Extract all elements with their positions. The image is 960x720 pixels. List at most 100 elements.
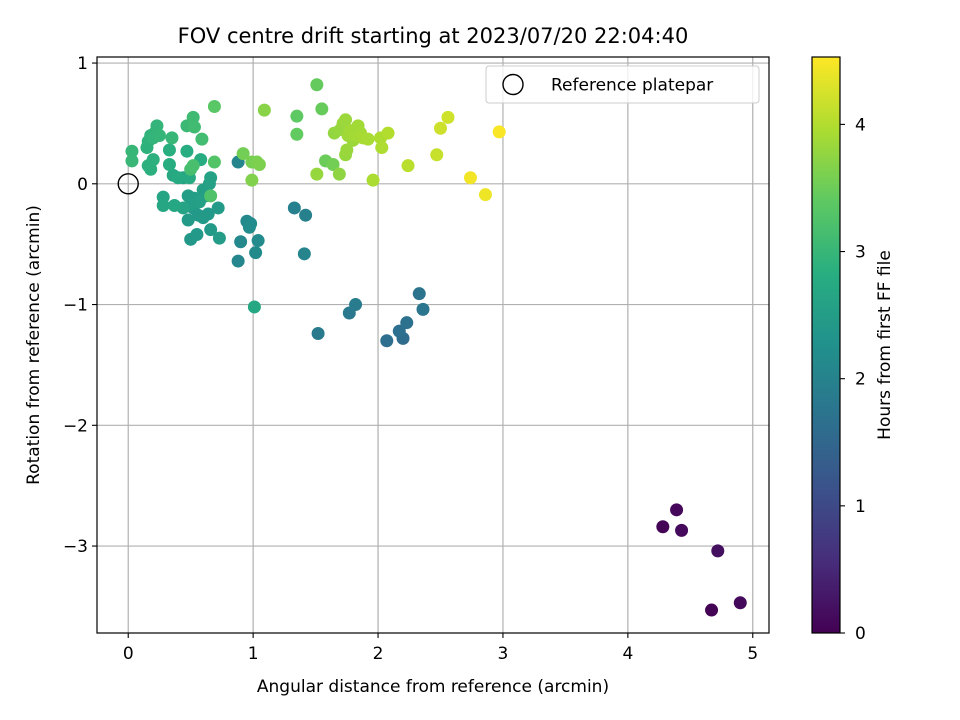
legend: Reference platepar — [485, 65, 760, 104]
plot-frame — [96, 56, 770, 634]
grid-lines — [97, 57, 769, 633]
data-point — [146, 153, 160, 167]
data-point — [192, 195, 206, 209]
data-point — [711, 544, 725, 558]
colorbar: 0 1 2 3 4 Hours from first FF file — [811, 56, 895, 644]
data-point — [430, 148, 444, 162]
data-point — [156, 199, 170, 213]
data-point — [381, 126, 395, 140]
colorbar-gradient — [811, 56, 841, 634]
y-tick-label: 0 — [77, 175, 88, 195]
y-axis-ticks: −3 −2 −1 0 1 — [63, 54, 97, 557]
data-point — [400, 316, 414, 330]
data-point — [478, 188, 492, 202]
data-point — [332, 167, 346, 181]
data-point — [705, 603, 719, 617]
data-point — [181, 213, 195, 227]
data-point — [675, 523, 689, 537]
data-point — [249, 246, 263, 260]
data-point — [187, 120, 201, 134]
data-point — [380, 334, 394, 348]
colorbar-tick-label: 3 — [855, 243, 866, 263]
data-point — [311, 327, 325, 341]
y-tick-label: 1 — [77, 54, 88, 74]
data-point — [186, 110, 200, 124]
reference-platepar-point — [117, 173, 139, 195]
legend-box — [485, 65, 760, 104]
data-point — [152, 128, 166, 142]
data-point — [186, 159, 200, 173]
y-tick-label: −1 — [63, 296, 88, 316]
colorbar-label: Hours from first FF file — [875, 250, 895, 440]
data-point — [340, 143, 354, 157]
colorbar-tick-label: 0 — [855, 624, 866, 644]
x-tick-label: 1 — [248, 644, 259, 664]
chart-title: FOV centre drift starting at 2023/07/20 … — [178, 24, 689, 48]
data-point — [326, 157, 340, 171]
scatter-points — [125, 78, 747, 617]
data-point — [257, 103, 271, 117]
colorbar-tick-label: 1 — [855, 497, 866, 517]
legend-entry-label: Reference platepar — [551, 76, 713, 96]
data-point — [412, 287, 426, 301]
data-point — [492, 125, 506, 139]
data-point — [463, 171, 477, 185]
x-axis-label: Angular distance from reference (arcmin) — [257, 677, 609, 697]
data-point — [366, 173, 380, 187]
data-point — [165, 131, 179, 145]
data-point — [290, 127, 304, 141]
data-point — [125, 144, 139, 158]
data-point — [196, 211, 210, 225]
data-point — [416, 302, 430, 316]
data-point — [236, 147, 250, 161]
colorbar-tick-label: 2 — [855, 370, 866, 390]
data-point — [162, 143, 176, 157]
data-point — [299, 208, 313, 222]
data-point — [252, 157, 266, 171]
data-point — [204, 189, 218, 203]
data-point — [251, 234, 265, 248]
y-tick-label: −3 — [63, 537, 88, 557]
data-point — [234, 235, 248, 249]
data-point — [212, 231, 226, 245]
x-tick-label: 5 — [747, 644, 758, 664]
x-axis-ticks: 0 1 2 3 4 5 — [123, 633, 758, 664]
data-point — [242, 220, 256, 234]
data-point — [245, 173, 259, 187]
data-point — [310, 78, 324, 92]
data-point — [361, 132, 375, 146]
colorbar-ticks: 0 1 2 3 4 — [840, 115, 866, 644]
data-point — [656, 520, 670, 534]
x-tick-label: 4 — [622, 644, 633, 664]
x-tick-label: 0 — [123, 644, 134, 664]
data-point — [207, 155, 221, 169]
data-point — [287, 201, 301, 215]
data-point — [670, 503, 684, 517]
data-point — [349, 298, 363, 312]
data-point — [290, 109, 304, 123]
data-point — [401, 159, 415, 173]
data-point — [171, 171, 185, 185]
x-tick-label: 2 — [373, 644, 384, 664]
data-point — [180, 144, 194, 158]
y-axis-label: Rotation from reference (arcmin) — [24, 205, 44, 485]
data-point — [392, 324, 406, 338]
data-point — [162, 157, 176, 171]
data-point — [204, 171, 218, 185]
data-point — [247, 300, 261, 314]
data-point — [315, 102, 329, 116]
data-point — [190, 228, 204, 242]
data-point — [207, 100, 221, 114]
data-point — [204, 223, 218, 237]
data-point — [167, 199, 181, 213]
data-point — [310, 167, 324, 181]
data-point — [339, 113, 353, 127]
data-point — [195, 132, 209, 146]
x-tick-label: 3 — [498, 644, 509, 664]
reference-marker — [117, 173, 139, 195]
y-tick-label: −2 — [63, 416, 88, 436]
data-point — [375, 141, 389, 155]
data-point — [441, 110, 455, 124]
data-point — [231, 254, 245, 268]
